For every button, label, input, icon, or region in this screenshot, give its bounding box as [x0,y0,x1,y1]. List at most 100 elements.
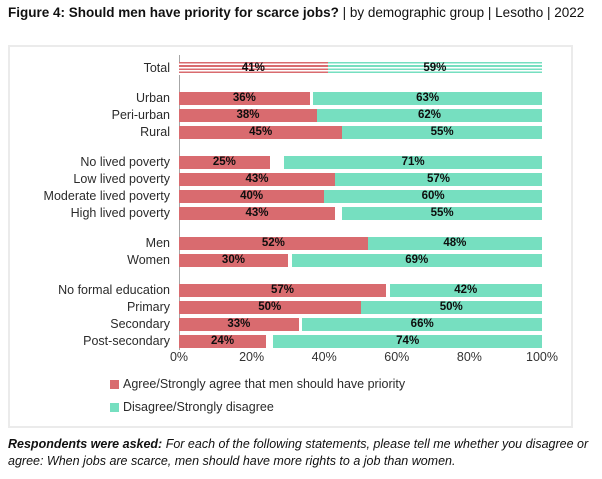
bar-row: Primary 50% 50% [10,301,571,314]
bar-row: Moderate lived poverty 40% 60% [10,190,571,203]
disagree-value-label: 63% [416,92,439,105]
category-label: Peri-urban [10,109,170,122]
agree-segment: 43% [179,173,335,186]
figure-title-bold: Figure 4: Should men have priority for s… [8,5,339,20]
bar-row: No formal education57%42% [10,284,571,297]
agree-segment: 25% [179,156,270,169]
x-axis: 0%20%40%60%80%100% [10,350,571,366]
category-label: Moderate lived poverty [10,190,170,203]
agree-value-label: 33% [227,318,250,331]
x-axis-tick: 40% [312,350,337,364]
disagree-value-label: 66% [411,318,434,331]
agree-value-label: 24% [211,335,234,348]
category-label: No lived poverty [10,156,170,169]
legend-item-agree: Agree/Strongly agree that men should hav… [110,377,405,391]
figure-title: Figure 4: Should men have priority for s… [8,4,596,22]
agree-value-label: 25% [213,156,236,169]
footnote: Respondents were asked: For each of the … [8,436,596,469]
agree-value-label: 41% [242,62,265,75]
agree-segment: 52% [179,237,368,250]
category-label: Men [10,237,170,250]
bar-row: Urban 36% 63% [10,92,571,105]
disagree-segment: 71% [284,156,542,169]
agree-segment: 24% [179,335,266,348]
bar-row: Post-secondary 24% 74% [10,335,571,348]
agree-segment: 41% [179,62,328,75]
bar-row: Rural 45%55% [10,126,571,139]
figure: Figure 4: Should men have priority for s… [0,0,602,479]
disagree-segment: 59% [328,62,542,75]
category-label: Secondary [10,318,170,331]
bar-track: 38% 62% [179,109,542,122]
category-label: Rural [10,126,170,139]
bar-row: Women 30%69% [10,254,571,267]
bar-track: 33% 66% [179,318,542,331]
agree-segment: 30% [179,254,288,267]
bar-track: 40% 60% [179,190,542,203]
disagree-value-label: 74% [396,335,419,348]
x-axis-tick: 0% [170,350,188,364]
bar-track: 36% 63% [179,92,542,105]
bar-row: Total 41% 59% [10,62,571,75]
agree-value-label: 52% [262,237,285,250]
chart-panel: Total 41% 59% Urban 36% 63% Peri-urban 38% 62% Ru… [8,45,573,428]
disagree-value-label: 71% [402,156,425,169]
disagree-value-label: 57% [427,173,450,186]
legend-swatch-agree-icon [110,380,119,389]
agree-segment: 45% [179,126,342,139]
bar-row: Men 52% 48% [10,237,571,250]
agree-segment: 36% [179,92,310,105]
bar-row: High lived poverty 43% 55% [10,207,571,220]
disagree-value-label: 48% [443,237,466,250]
legend-label-agree: Agree/Strongly agree that men should hav… [123,377,405,391]
bar-track: 24% 74% [179,335,542,348]
bar-row: Peri-urban 38% 62% [10,109,571,122]
bar-track: 57% 42% [179,284,542,297]
category-label: Women [10,254,170,267]
category-label: Total [10,62,170,75]
disagree-segment: 57% [335,173,542,186]
agree-value-label: 38% [236,109,259,122]
bar-row: No lived poverty 25% 71% [10,156,571,169]
disagree-value-label: 60% [422,190,445,203]
category-label: Low lived poverty [10,173,170,186]
x-axis-tick: 60% [384,350,409,364]
category-label: Urban [10,92,170,105]
legend-swatch-disagree-icon [110,403,119,412]
agree-value-label: 57% [271,284,294,297]
disagree-segment: 55% [342,207,542,220]
bar-track: 41% 59% [179,62,542,75]
disagree-segment: 42% [390,284,542,297]
agree-value-label: 43% [246,207,269,220]
disagree-segment: 60% [324,190,542,203]
disagree-value-label: 42% [454,284,477,297]
footnote-lead: Respondents were asked: [8,437,162,451]
bar-track: 43% 57% [179,173,542,186]
legend-item-disagree: Disagree/Strongly disagree [110,400,274,414]
agree-segment: 33% [179,318,299,331]
bar-row: Secondary 33% 66% [10,318,571,331]
agree-value-label: 30% [222,254,245,267]
disagree-segment: 50% [361,301,543,314]
disagree-segment: 62% [317,109,542,122]
legend-label-disagree: Disagree/Strongly disagree [123,400,274,414]
agree-value-label: 50% [258,301,281,314]
agree-segment: 40% [179,190,324,203]
bar-track: 52% 48% [179,237,542,250]
agree-segment: 38% [179,109,317,122]
agree-value-label: 43% [246,173,269,186]
agree-value-label: 45% [249,126,272,139]
bar-row: Low lived poverty 43% 57% [10,173,571,186]
agree-value-label: 36% [233,92,256,105]
bar-track: 30%69% [179,254,542,267]
bar-track: 25% 71% [179,156,542,169]
bar-track: 45%55% [179,126,542,139]
disagree-value-label: 55% [431,207,454,220]
category-label: Post-secondary [10,335,170,348]
agree-segment: 50% [179,301,361,314]
disagree-value-label: 62% [418,109,441,122]
agree-value-label: 40% [240,190,263,203]
category-label: High lived poverty [10,207,170,220]
category-label: Primary [10,301,170,314]
disagree-value-label: 59% [423,62,446,75]
